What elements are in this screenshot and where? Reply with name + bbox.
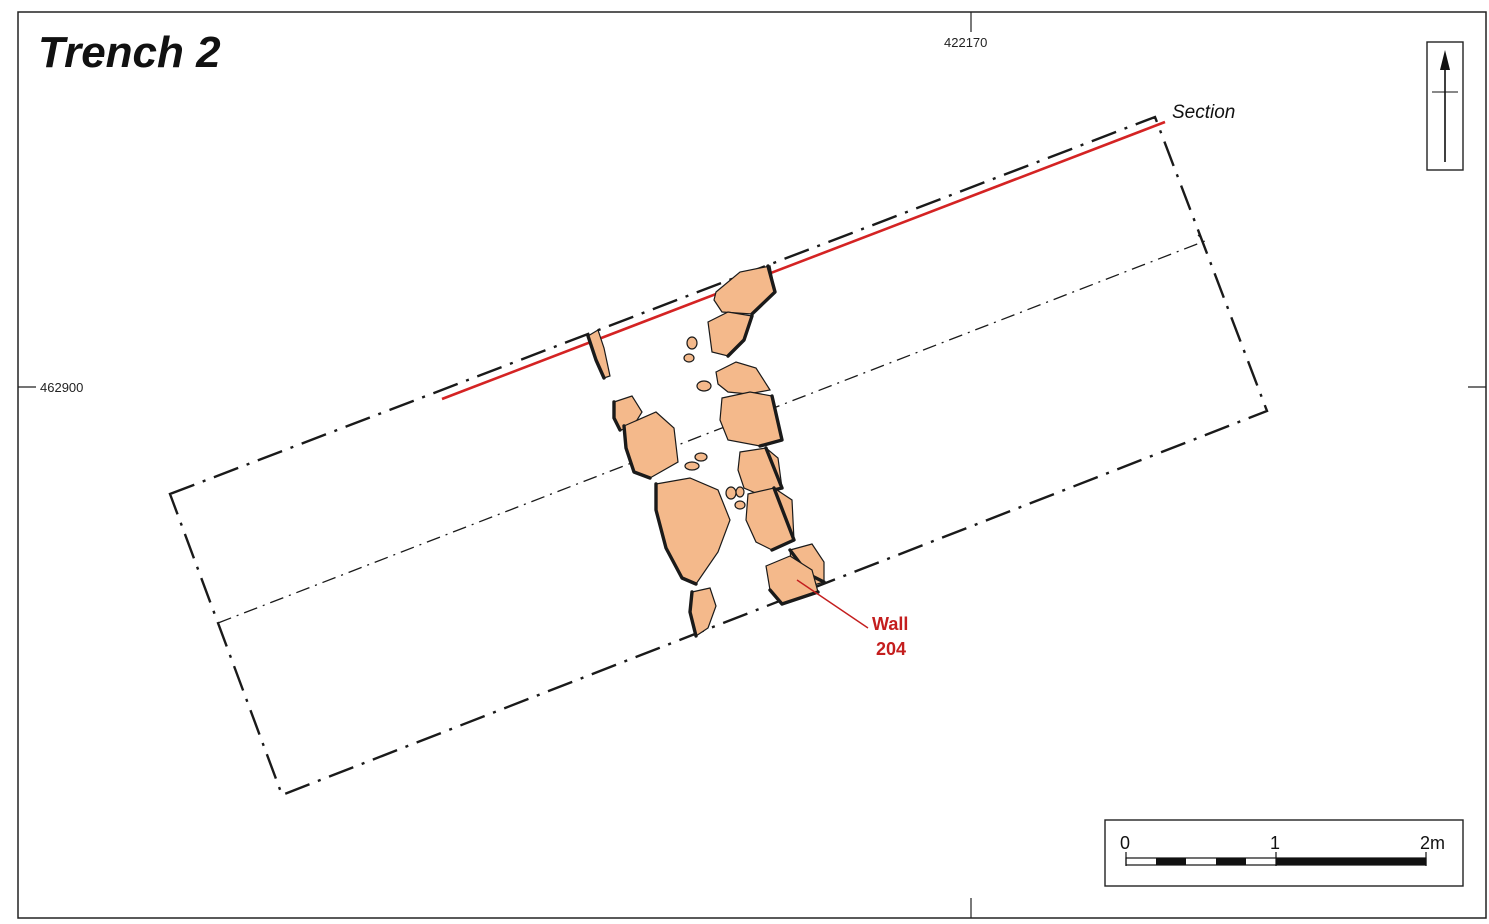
stone — [694, 452, 708, 462]
wall-label-line1: Wall — [872, 614, 908, 634]
northing-label: 462900 — [40, 380, 83, 395]
stone — [684, 461, 700, 471]
wall-label-line2: 204 — [876, 639, 906, 659]
scale-label-0: 0 — [1120, 833, 1130, 853]
stone — [655, 477, 731, 585]
wall-204-stones — [586, 264, 826, 638]
north-arrow-icon — [1426, 41, 1464, 171]
map-frame — [17, 11, 1487, 919]
scale-label-1: 1 — [1270, 833, 1280, 853]
stone — [696, 380, 712, 392]
baulk-line — [217, 234, 1207, 624]
scale-label-2: 2m — [1420, 833, 1445, 853]
stone — [683, 353, 695, 363]
section-line — [441, 120, 1166, 401]
stone — [725, 486, 737, 500]
scale-bar: 0 1 2m — [1104, 819, 1464, 887]
section-label: Section — [1172, 102, 1235, 123]
trench-outline — [168, 115, 1269, 797]
scale-bar-box — [1104, 819, 1464, 887]
stone — [715, 361, 771, 395]
stone — [713, 265, 776, 315]
stone — [734, 500, 746, 510]
easting-label: 422170 — [944, 35, 987, 50]
plan-title: Trench 2 — [38, 28, 221, 77]
stone — [735, 486, 745, 498]
wall-label-leader — [796, 579, 869, 629]
stone — [686, 336, 698, 350]
